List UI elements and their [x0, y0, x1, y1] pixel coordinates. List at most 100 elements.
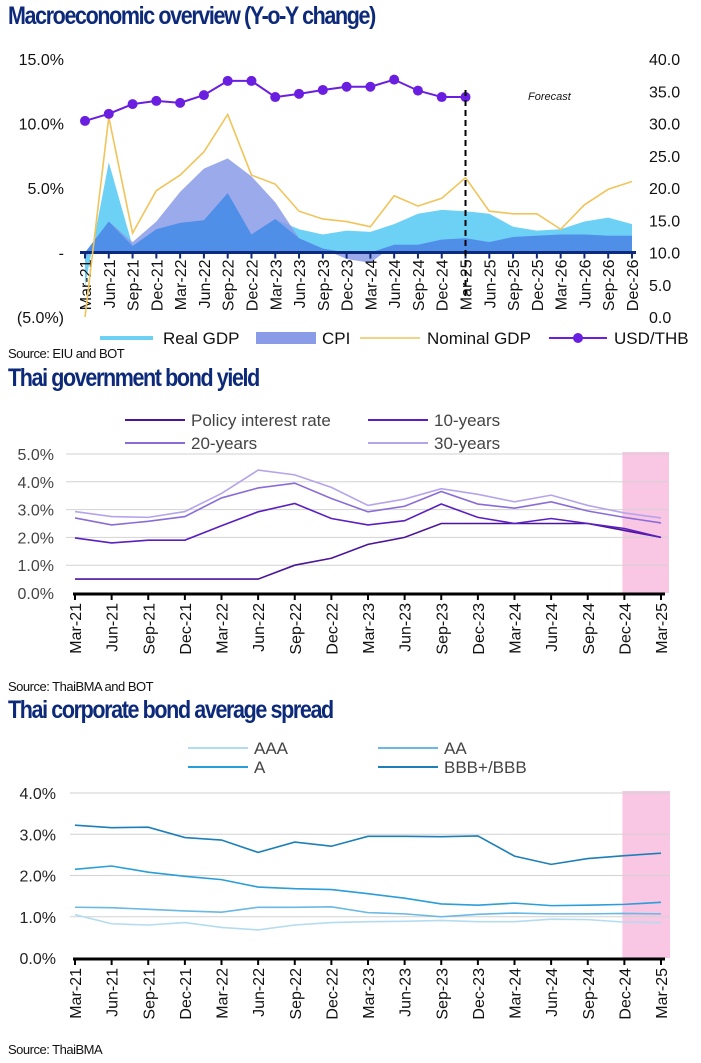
x-axis-tick-label: Sep-25: [506, 259, 523, 311]
x-axis-tick-label: Jun-22: [197, 259, 214, 308]
x-axis-tick-label: Mar-22: [215, 968, 232, 1019]
forecast-label: Forecast: [528, 91, 572, 103]
x-axis-tick-label: Mar-22: [173, 259, 190, 310]
y-axis-tick-label: 2.0%: [20, 869, 56, 886]
usd-thb-marker: [341, 81, 352, 92]
x-axis-tick-label: Sep-24: [411, 259, 428, 311]
x-axis-tick-label: Dec-24: [617, 603, 634, 655]
legend-label-30-years: 30-years: [434, 434, 500, 453]
line-30-years: [74, 469, 662, 519]
legend-label-cpi: CPI: [322, 329, 350, 348]
govbond-chart-source: Source: ThaiBMA and BOT: [8, 679, 154, 694]
x-axis-tick-label: Dec-23: [340, 259, 357, 311]
corpspread-chart: 4.0% 3.0% 2.0% 1.0% 0.0% Mar-21 Jun-21 Sep-21 De…: [20, 739, 671, 1020]
usd-thb-marker: [294, 88, 305, 99]
x-axis-tick-label: Dec-21: [178, 603, 195, 655]
right-axis-tick-label: 40.0: [649, 52, 680, 69]
legend-label-20-years: 20-years: [191, 434, 257, 453]
x-axis-tick-label: Jun-22: [251, 968, 268, 1017]
usd-thb-marker: [80, 115, 90, 126]
highlight-band: [622, 791, 670, 958]
x-axis-tick-label: Dec-25: [530, 259, 547, 311]
x-axis-tick-label: Mar-24: [363, 259, 380, 310]
x-axis-tick-label: Jun-23: [292, 259, 309, 308]
right-axis-tick-label: 20.0: [649, 181, 680, 198]
legend-label-bbb-bbb: BBB+/BBB: [444, 758, 527, 777]
x-axis-tick-label: Sep-26: [601, 259, 618, 311]
legend-label-aaa: AAA: [254, 739, 289, 758]
x-axis-tick-label: Dec-23: [471, 603, 488, 655]
x-axis-tick-label: Mar-26: [554, 259, 571, 310]
x-axis-tick-label: Mar-21: [68, 603, 85, 654]
line-aaa: [74, 913, 662, 931]
right-axis-tick-label: 5.0: [649, 278, 671, 295]
x-axis-tick-label: Dec-22: [324, 603, 341, 655]
x-axis-tick-label: Sep-23: [316, 259, 333, 311]
govbond-chart-title: Thai government bond yield: [8, 364, 260, 392]
usd-thb-marker: [198, 90, 209, 101]
right-axis-tick-label: 15.0: [649, 213, 680, 230]
x-axis-tick-label: Jun-21: [105, 603, 122, 652]
legend-label-a: A: [254, 758, 266, 777]
usd-thb-marker: [389, 74, 400, 85]
legend-label-10-years: 10-years: [434, 411, 500, 430]
macro-chart-source: Source: EIU and BOT: [8, 346, 125, 361]
corpspread-chart-title: Thai corporate bond average spread: [8, 696, 334, 724]
x-axis-tick-label: Jun-23: [398, 603, 415, 652]
y-axis-tick-label: 1.0%: [20, 910, 56, 927]
usd-thb-marker: [270, 92, 281, 103]
right-axis-tick-label: 10.0: [649, 246, 680, 263]
x-axis-tick-label: Sep-21: [126, 259, 143, 311]
area-overlap: [85, 193, 632, 253]
y-axis-tick-label: 3.0%: [18, 503, 54, 520]
y-axis-tick-label: 4.0%: [18, 475, 54, 492]
right-axis-tick-label: 30.0: [649, 117, 680, 134]
y-axis-tick-label: 0.0%: [20, 951, 56, 968]
x-axis-tick-label: Mar-22: [215, 603, 232, 654]
x-axis-tick-label: Sep-21: [141, 603, 158, 655]
usd-thb-marker: [436, 92, 447, 103]
x-axis-tick-label: Dec-22: [244, 259, 261, 311]
x-axis-tick-label: Dec-22: [324, 968, 341, 1020]
x-axis-tick-label: Mar-25: [459, 259, 476, 310]
legend-label-nominal-gdp: Nominal GDP: [427, 329, 531, 348]
y-axis-tick-label: 0.0%: [18, 586, 54, 603]
x-axis-tick-label: Mar-23: [268, 259, 285, 310]
legend-swatch-cpi: [256, 332, 316, 344]
x-axis-tick-label: Sep-21: [141, 968, 158, 1020]
left-axis-tick-label: 10.0%: [19, 117, 64, 134]
usd-thb-marker: [222, 75, 233, 86]
line-a: [74, 865, 662, 907]
line-bbb-bbb: [74, 824, 662, 866]
x-axis-tick-label: Jun-24: [544, 968, 561, 1017]
x-axis-tick-label: Mar-23: [361, 603, 378, 654]
left-axis-tick-label: -: [59, 246, 64, 263]
usd-thb-marker: [317, 84, 328, 95]
y-axis-tick-label: 4.0%: [20, 786, 56, 803]
right-axis-tick-label: 0.0: [649, 310, 671, 327]
left-axis-tick-label: 5.0%: [28, 181, 64, 198]
x-axis-tick-label: Sep-22: [288, 968, 305, 1020]
y-axis-tick-label: 2.0%: [18, 530, 54, 547]
usd-thb-marker: [246, 75, 257, 86]
y-axis-tick-label: 1.0%: [18, 558, 54, 575]
legend-label-usd-thb: USD/THB: [614, 329, 689, 348]
corpspread-chart-source: Source: ThaiBMA: [8, 1042, 103, 1057]
x-axis-tick-label: Dec-23: [471, 968, 488, 1020]
line-10-years: [74, 502, 662, 544]
x-axis-tick-label: Dec-21: [149, 259, 166, 311]
x-axis-tick-label: Dec-26: [625, 259, 642, 311]
govbond-chart: 5.0% 4.0% 3.0% 2.0% 1.0% 0.0% Mar-21 Jun-21 Sep-…: [18, 411, 671, 655]
x-axis-tick-label: Jun-21: [105, 968, 122, 1017]
line-nominal-gdp: [84, 112, 633, 318]
highlight-band: [622, 452, 669, 593]
legend-marker-usd-thb: [573, 333, 583, 343]
x-axis-tick-label: Dec-21: [178, 968, 195, 1020]
y-axis-tick-label: 5.0%: [18, 447, 54, 464]
usd-thb-marker: [103, 108, 114, 119]
usd-thb-marker: [127, 99, 138, 110]
left-axis-tick-label: 15.0%: [19, 52, 64, 69]
x-axis-tick-label: Jun-21: [102, 259, 119, 308]
x-axis-tick-label: Sep-23: [434, 603, 451, 655]
x-axis-tick-label: Jun-26: [577, 259, 594, 308]
